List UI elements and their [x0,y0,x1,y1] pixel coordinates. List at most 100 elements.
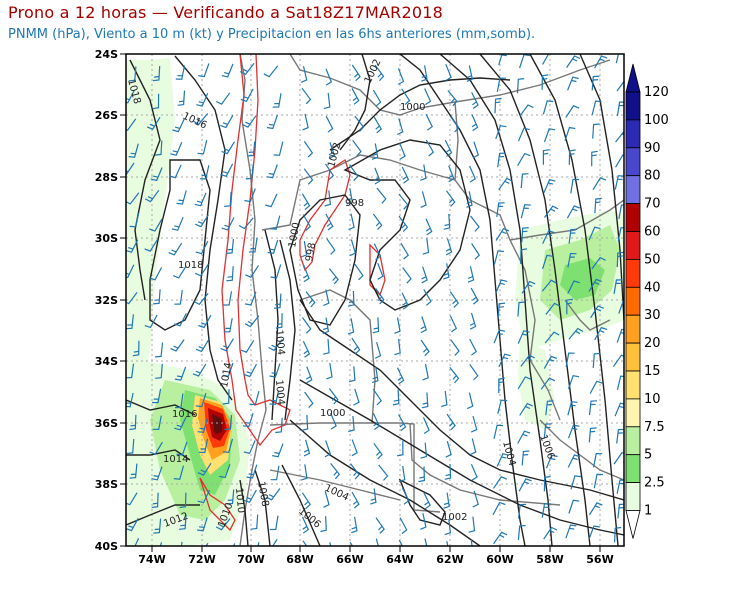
wind-barb [377,262,384,280]
wind-barb [517,127,530,142]
wind-barb [174,416,187,431]
wind-barb [421,266,428,284]
lat-label: 28S [95,171,118,184]
isobar-label: 1004 [273,329,286,355]
wind-barb [570,475,581,490]
wind-barb [351,516,358,534]
wind-barb [126,518,139,532]
map-title: Prono a 12 horas — Verificando a Sat18Z1… [8,3,443,22]
wind-barb [351,439,358,457]
wind-barb [469,338,477,356]
wind-barb [244,188,256,203]
wind-barb [392,389,400,406]
wind-barb [134,538,140,546]
wind-barb [420,316,428,334]
precipitation-colorbar: 120 100 90 80 70 60 50 40 30 20 15 10 7.5 5 2.5 1 [625,63,669,539]
wind-barb [542,100,554,115]
wind-barb [493,424,504,440]
wind-barb [174,366,187,381]
wind-barb [353,388,360,406]
wind-barb [567,424,580,439]
lat-label: 38S [95,478,118,491]
wind-barb [323,338,330,355]
wind-barb [348,213,355,231]
wind-barb [588,427,597,443]
wind-barb [239,62,255,76]
wind-barb [226,266,234,282]
wind-barb [269,515,279,531]
wind-barb [303,265,310,283]
wind-barb [373,442,383,460]
wind-barb [128,66,137,82]
colorbar-label: 20 [644,336,661,351]
wind-barb [444,139,453,157]
wind-barb [197,489,211,504]
wind-barb [323,491,330,508]
wind-barb [193,293,209,306]
wind-barb [398,539,404,546]
wind-barb [129,414,137,431]
wind-barb [543,355,558,369]
wind-barb [144,189,160,203]
wind-barb [128,143,139,158]
wind-barb [300,66,308,83]
wind-barb [470,463,478,481]
wind-barb [270,465,280,481]
colorbar-label: 10 [644,392,661,407]
wind-barb [543,423,552,439]
wind-barb [372,366,379,384]
wind-barb [616,375,624,390]
wind-barb [588,502,603,516]
wind-barb [401,292,409,310]
wind-barb [266,115,278,130]
wind-barb [174,393,184,409]
wind-barb [422,238,430,255]
wind-barb [498,54,507,66]
wind-barb [588,226,601,241]
wind-barb [179,514,187,530]
wind-barb [352,139,362,157]
wind-barb [302,340,311,358]
wind-barb [566,205,581,219]
wind-barb [378,464,389,481]
colorbar-label: 80 [644,169,661,184]
wind-barb [449,315,458,333]
wind-barb [247,141,256,157]
wind-barb [226,489,235,505]
wind-barb [324,440,332,458]
wind-barb [567,375,580,390]
lon-label: 56W [586,553,613,566]
wind-barb [304,391,314,409]
wind-barb [303,168,314,185]
wind-barb [302,113,309,131]
wind-barb [155,363,163,379]
wind-barb [469,363,479,381]
wind-barb [520,204,531,219]
wind-barb [328,268,339,285]
wind-barb [421,65,428,82]
wind-barb [446,190,456,207]
wind-barb [374,167,381,185]
wind-barb [176,441,188,456]
wind-barb [615,130,624,143]
wind-barb [445,64,452,82]
wind-barb [272,93,282,108]
wind-barb [320,516,327,533]
wind-barb [373,116,382,134]
wind-barb [543,128,556,143]
wind-barb [248,237,258,253]
wind-barb [445,441,452,458]
wind-barb [397,68,405,85]
colorbar-swatch [625,286,641,316]
wind-barb [590,305,604,319]
wind-barb [568,499,580,514]
wind-barb [399,142,406,160]
wind-barb [177,90,186,106]
lon-label: 58W [536,553,563,566]
wind-barb [351,88,360,105]
wind-barb [497,399,508,414]
isobar-label: 1000 [287,222,302,249]
wind-barb [470,415,478,433]
isobar-label: 1000 [320,408,345,419]
isobar-label: 1018 [125,78,142,105]
